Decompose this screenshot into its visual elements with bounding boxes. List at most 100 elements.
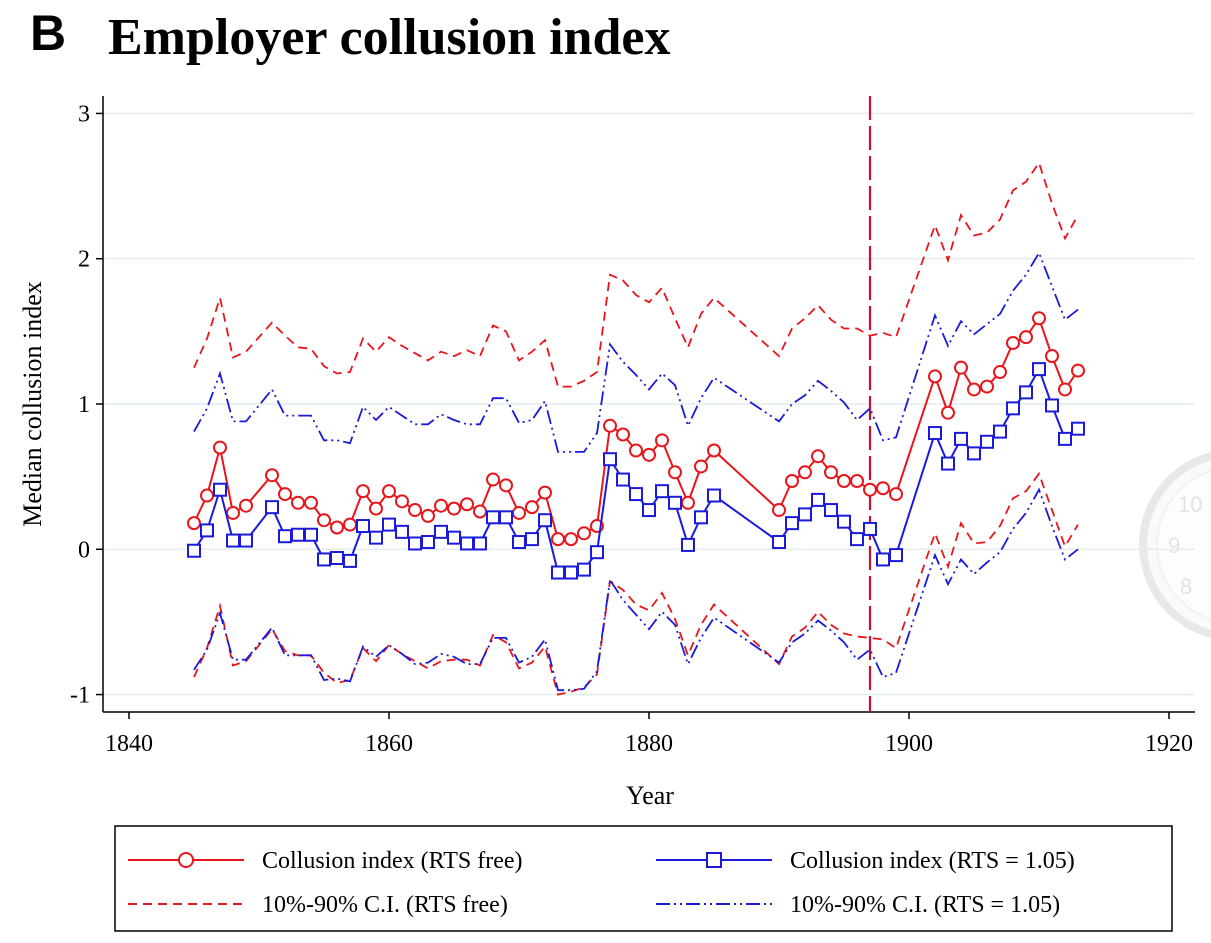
- data-point-circle: [1071, 363, 1085, 378]
- y-tick-label: 3: [78, 101, 90, 127]
- ci-upper-line-2: [193, 160, 1079, 388]
- data-point-circle: [824, 465, 838, 480]
- data-point-circle: [681, 495, 695, 510]
- data-point-square: [447, 530, 461, 545]
- data-point-square: [941, 456, 955, 471]
- data-point-circle: [460, 497, 474, 512]
- data-point-square: [1045, 398, 1059, 413]
- data-point-circle: [473, 504, 487, 519]
- data-point-square: [343, 553, 357, 568]
- data-point-circle: [447, 501, 461, 516]
- svg-text:8: 8: [1180, 574, 1192, 599]
- data-point-square: [954, 431, 968, 446]
- panel-letter: B: [30, 5, 67, 61]
- legend-label: Collusion index (RTS free): [262, 848, 523, 874]
- data-point-square: [850, 532, 864, 547]
- data-point-square: [564, 565, 578, 580]
- data-point-square: [577, 562, 591, 577]
- gridlines: [103, 112, 1195, 696]
- data-point-square: [278, 529, 292, 544]
- y-axis-title: Median collusion index: [18, 281, 47, 527]
- data-point-circle: [187, 516, 201, 531]
- legend: Collusion index (RTS free) Collusion inde…: [114, 825, 1173, 932]
- data-point-circle: [928, 369, 942, 384]
- data-point-circle: [538, 485, 552, 500]
- ticks: -1 0 1 2 3 1840 1860 1880 1900 1920 Year Median col…: [18, 101, 1193, 810]
- data-point-square: [967, 446, 981, 461]
- data-point-circle: [421, 508, 435, 523]
- data-point-circle: [642, 447, 656, 462]
- data-point-square: [694, 510, 708, 525]
- data-point-square: [603, 452, 617, 467]
- data-point-circle: [408, 503, 422, 518]
- series-group: [187, 160, 1085, 696]
- ci-upper-line-3: [193, 250, 1079, 453]
- data-point-circle: [369, 501, 383, 516]
- data-point-square: [460, 536, 474, 551]
- data-point-circle: [603, 418, 617, 433]
- data-point-square: [434, 524, 448, 539]
- data-point-square: [421, 535, 435, 550]
- y-tick-label: 0: [78, 537, 90, 563]
- data-point-circle: [564, 532, 578, 547]
- data-point-circle: [512, 505, 526, 520]
- x-tick-label: 1900: [885, 731, 933, 757]
- data-point-circle: [551, 532, 565, 547]
- data-point-square: [538, 513, 552, 528]
- data-point-square: [226, 533, 240, 548]
- legend-label: 10%-90% C.I. (RTS = 1.05): [790, 892, 1060, 918]
- series-line-0: [193, 316, 1079, 541]
- y-tick-label: 1: [78, 392, 90, 418]
- data-point-square: [642, 503, 656, 518]
- data-point-square: [551, 565, 565, 580]
- data-point-circle: [278, 487, 292, 502]
- data-point-circle: [317, 513, 331, 528]
- data-point-square: [486, 510, 500, 525]
- data-point-square: [395, 524, 409, 539]
- chart-title: Employer collusion index: [108, 9, 671, 66]
- data-point-circle: [200, 488, 214, 503]
- ci-lower-line-2: [193, 471, 1079, 696]
- data-point-square: [681, 537, 695, 552]
- data-point-square: [1032, 362, 1046, 377]
- data-point-square: [213, 482, 227, 497]
- data-point-square: [525, 532, 539, 547]
- y-tick-label: -1: [70, 683, 90, 709]
- data-point-square: [590, 545, 604, 560]
- data-point-circle: [629, 443, 643, 458]
- data-point-circle: [772, 503, 786, 518]
- data-point-circle: [1032, 311, 1046, 326]
- x-axis-title: Year: [626, 781, 674, 810]
- data-point-square: [1006, 401, 1020, 416]
- data-point-square: [837, 514, 851, 529]
- data-point-circle: [239, 498, 253, 513]
- data-point-circle: [993, 365, 1007, 380]
- data-point-square: [239, 533, 253, 548]
- data-point-square: [863, 521, 877, 536]
- data-point-square: [980, 434, 994, 449]
- data-point-circle: [304, 495, 318, 510]
- data-point-circle: [213, 440, 227, 455]
- data-point-circle: [889, 487, 903, 502]
- data-point-circle: [525, 500, 539, 515]
- data-point-square: [668, 495, 682, 510]
- data-point-circle: [356, 484, 370, 499]
- data-point-square: [824, 503, 838, 518]
- data-point-square: [876, 552, 890, 567]
- data-point-square: [317, 552, 331, 567]
- data-point-square: [616, 472, 630, 487]
- data-point-square: [993, 424, 1007, 439]
- data-point-square: [811, 492, 825, 507]
- data-point-circle: [434, 498, 448, 513]
- data-point-circle: [811, 449, 825, 464]
- data-point-circle: [941, 405, 955, 420]
- x-tick-label: 1880: [625, 731, 673, 757]
- data-point-circle: [265, 468, 279, 483]
- data-point-square: [382, 517, 396, 532]
- data-point-circle: [616, 427, 630, 442]
- data-point-square: [928, 426, 942, 441]
- data-point-square: [499, 510, 513, 525]
- data-point-square: [187, 543, 201, 558]
- data-point-circle: [226, 505, 240, 520]
